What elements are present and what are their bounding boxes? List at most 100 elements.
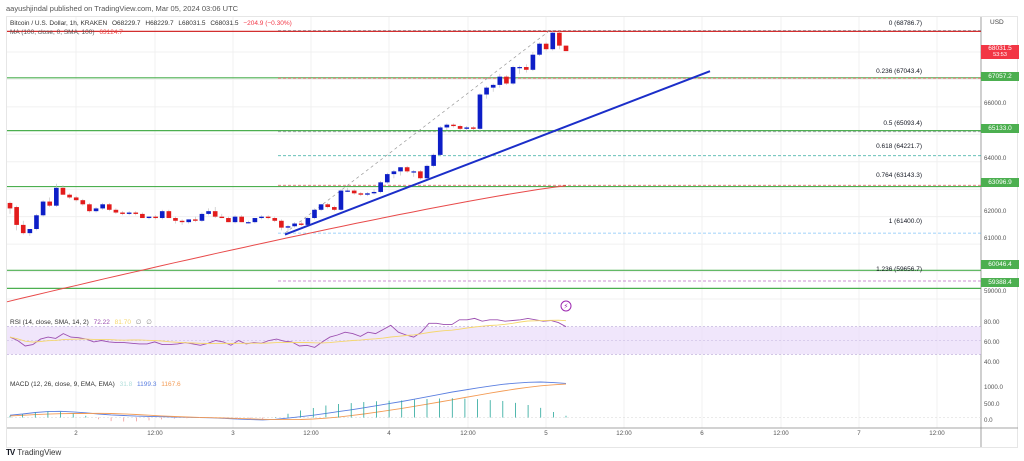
candle-body bbox=[272, 218, 278, 221]
candle-body bbox=[206, 211, 211, 214]
macd-axis-label: 0.0 bbox=[984, 417, 993, 424]
level-tag: 63096.9 bbox=[981, 178, 1019, 187]
macd-axis-label: 1000.0 bbox=[984, 384, 1003, 391]
candle-body bbox=[471, 127, 476, 129]
candle-body bbox=[404, 167, 410, 172]
candle-body bbox=[457, 126, 463, 129]
price-change: −204.9 (−0.30%) bbox=[243, 20, 292, 27]
candle-body bbox=[47, 201, 53, 206]
chart-frame[interactable] bbox=[6, 16, 1018, 448]
candle-body bbox=[226, 218, 231, 223]
candle-body bbox=[100, 204, 105, 209]
ohlc-open: O68229.7 bbox=[112, 20, 141, 27]
candle-body bbox=[318, 204, 324, 210]
rsi-legend: RSI (14, close, SMA, 14, 2) 72.22 81.70 … bbox=[10, 318, 155, 326]
symbol-legend: Bitcoin / U.S. Dollar, 1h, KRAKEN O68229… bbox=[10, 20, 295, 27]
tv-logo-icon: TV bbox=[6, 448, 15, 457]
candle-body bbox=[113, 209, 119, 213]
candle-body bbox=[279, 220, 284, 228]
candle-body bbox=[179, 220, 185, 223]
candle-body bbox=[325, 204, 331, 208]
lightning-icon: ⚡ bbox=[564, 303, 569, 311]
ma-label: MA (100, close, 0, SMA, 100) bbox=[10, 29, 95, 36]
candle-body bbox=[312, 209, 317, 219]
candle-body bbox=[20, 224, 26, 234]
candle-body bbox=[252, 218, 258, 223]
candle-body bbox=[497, 76, 503, 85]
candle-body bbox=[444, 124, 450, 128]
time-axis-label: 5 bbox=[544, 430, 548, 437]
candle-body bbox=[245, 222, 251, 224]
candle-body bbox=[298, 223, 304, 225]
rsi-sma-value: 81.70 bbox=[114, 319, 131, 326]
ma-legend: MA (100, close, 0, SMA, 100) 63124.7 bbox=[10, 29, 126, 36]
time-axis-label: 3 bbox=[231, 430, 235, 437]
time-axis-label: 2 bbox=[74, 430, 78, 437]
signal-line bbox=[9, 383, 567, 421]
candle-body bbox=[371, 191, 377, 194]
candle-body bbox=[510, 67, 516, 84]
ohlc-high: H68229.7 bbox=[145, 20, 174, 27]
bar-countdown: 53:53 bbox=[993, 52, 1007, 58]
candle-body bbox=[537, 43, 542, 55]
price-axis-label: 66000.0 bbox=[984, 100, 1007, 107]
time-axis-label: 4 bbox=[387, 430, 391, 437]
ma-value: 63124.7 bbox=[99, 29, 123, 36]
rsi-extra-2: ∅ bbox=[146, 319, 152, 326]
candle-body bbox=[140, 213, 145, 219]
macd-signal-value: 1167.6 bbox=[161, 381, 181, 388]
candle-body bbox=[411, 171, 417, 173]
macd-legend: MACD (12, 26, close, 9, EMA, EMA) 31.8 1… bbox=[10, 381, 184, 388]
level-tag: 67057.2 bbox=[981, 72, 1019, 81]
rsi-value: 72.22 bbox=[93, 319, 110, 326]
candle-body bbox=[7, 202, 13, 209]
candle-body bbox=[106, 204, 112, 210]
rsi-band bbox=[7, 326, 981, 355]
alert-icon bbox=[560, 300, 572, 312]
fib-label: 0.618 (64221.7) bbox=[876, 143, 922, 150]
currency-label[interactable]: USD bbox=[990, 19, 1004, 26]
candle-body bbox=[490, 84, 496, 88]
level-tag: 60046.4 bbox=[981, 260, 1019, 269]
macd-hist-value: 31.8 bbox=[119, 381, 133, 388]
rsi-axis-label: 80.00 bbox=[984, 319, 1000, 326]
candle-body bbox=[193, 219, 198, 221]
brand-name: TradingView bbox=[17, 448, 62, 457]
candle-body bbox=[60, 187, 66, 195]
macd-label: MACD (12, 26, close, 9, EMA, EMA) bbox=[10, 381, 115, 388]
candle-body bbox=[232, 216, 238, 223]
tradingview-logo[interactable]: TV TradingView bbox=[6, 448, 61, 457]
candle-body bbox=[173, 218, 178, 221]
candle-body bbox=[54, 187, 59, 206]
time-axis-label: 12:00 bbox=[929, 430, 945, 437]
candle-body bbox=[464, 127, 470, 129]
trendline bbox=[284, 70, 711, 236]
candle-body bbox=[212, 211, 218, 217]
candle-body bbox=[186, 219, 192, 223]
ohlc-close: C68031.5 bbox=[210, 20, 239, 27]
time-axis-label: 7 bbox=[857, 430, 861, 437]
candle-body bbox=[153, 216, 158, 219]
candle-body bbox=[451, 124, 456, 127]
candle-body bbox=[133, 212, 139, 214]
candle-body bbox=[557, 32, 562, 46]
candle-body bbox=[40, 201, 46, 216]
macd-line bbox=[9, 381, 567, 421]
candle-body bbox=[239, 216, 244, 223]
candle-body bbox=[351, 190, 357, 194]
candle-body bbox=[332, 207, 337, 210]
candle-body bbox=[87, 204, 92, 212]
candle-body bbox=[424, 165, 430, 179]
candle-body bbox=[159, 211, 165, 219]
candle-body bbox=[345, 190, 350, 192]
candle-body bbox=[80, 200, 86, 205]
time-axis-label: 6 bbox=[700, 430, 704, 437]
candle-body bbox=[73, 197, 79, 201]
candle-body bbox=[34, 215, 39, 230]
price-axis-label: 64000.0 bbox=[984, 155, 1007, 162]
candle-body bbox=[199, 213, 205, 221]
candle-body bbox=[391, 171, 397, 175]
fib-label: 0.5 (65093.4) bbox=[883, 120, 922, 127]
rsi-axis-label: 40.00 bbox=[984, 359, 1000, 366]
